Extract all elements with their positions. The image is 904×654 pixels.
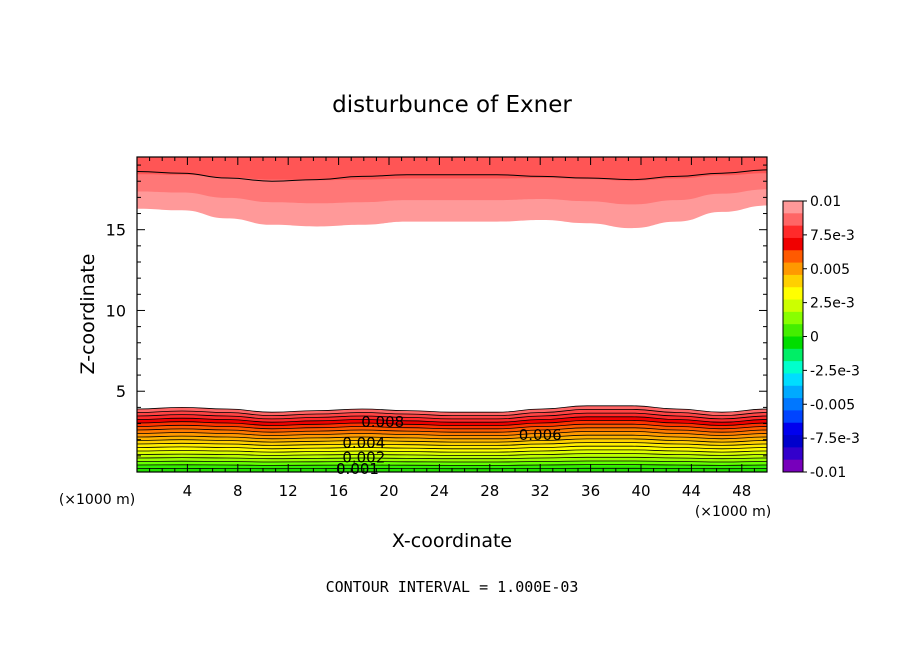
colorbar-swatch [783, 287, 803, 301]
x-tick-label: 36 [581, 482, 600, 500]
contour-label: 0.008 [361, 413, 404, 431]
colorbar-tick-label: 0 [810, 330, 819, 346]
upper-layer-fill [137, 157, 767, 229]
colorbar-tick-label: -2.5e-3 [810, 363, 860, 379]
chart-title: disturbunce of Exner [332, 92, 572, 118]
lower-contour-3 [136, 416, 768, 423]
colorbar-swatch [783, 299, 803, 313]
colorbar-swatch [783, 262, 803, 276]
colorbar-swatch [783, 250, 803, 264]
contour-label: 0.002 [342, 448, 385, 466]
x-tick-label: 48 [732, 482, 751, 500]
colorbar-swatch [783, 385, 803, 399]
colorbar-tick-label: 0.005 [810, 262, 850, 278]
x-tick-labels: 4 8 12 16 20 24 28 32 36 40 44 48 [183, 482, 752, 500]
lower-contour-15 [136, 460, 768, 463]
y-tick-label: 5 [116, 382, 126, 401]
y-tick-label: 15 [106, 221, 126, 240]
colorbar-swatch [783, 447, 803, 461]
colorbar-swatch [783, 459, 803, 473]
lower-contour-16 [136, 464, 768, 466]
lower-contour-8 [136, 434, 768, 440]
axis-ticks [137, 157, 767, 472]
x-tick-label: 4 [183, 482, 193, 500]
x-tick-label: 20 [379, 482, 398, 500]
x-tick-label: 32 [531, 482, 550, 500]
x-axis-label: X-coordinate [392, 530, 512, 552]
colorbar-swatch [783, 373, 803, 387]
upper-contour [136, 169, 768, 182]
lower-contour-9 [136, 438, 768, 443]
x-unit-left: (×1000 m) [59, 492, 135, 508]
colorbar-swatch [783, 213, 803, 227]
colorbar-tick-label: 7.5e-3 [810, 228, 855, 244]
x-tick-label: 12 [279, 482, 298, 500]
colorbar-tick-label: 0.01 [810, 194, 841, 210]
colorbar-swatch [783, 348, 803, 362]
colorbar-tick-label: -0.005 [810, 397, 855, 413]
lower-contour-7 [136, 431, 768, 436]
lower-contour-4 [136, 420, 768, 426]
lower-contour-14 [136, 456, 768, 460]
lower-contour-1 [136, 408, 768, 417]
y-tick-labels: 5 10 15 [106, 221, 126, 402]
colorbar-swatch [783, 336, 803, 350]
lower-contour-12 [136, 449, 768, 453]
colorbar-swatch [783, 422, 803, 436]
colorbar-swatch [783, 237, 803, 251]
lower-contour-10 [136, 442, 768, 446]
colorbar-swatch [783, 361, 803, 374]
lower-contour-2 [136, 412, 768, 420]
colorbar-tick-label: 2.5e-3 [810, 296, 855, 312]
colorbar-swatch [783, 274, 803, 288]
colorbar-swatch [783, 225, 803, 239]
colorbar-swatch [783, 201, 803, 214]
x-tick-label: 24 [430, 482, 449, 500]
lower-contour-13 [136, 453, 768, 456]
contour-lines [136, 169, 768, 470]
contour-label: 0.001 [336, 460, 379, 478]
contour-interval-note: CONTOUR INTERVAL = 1.000E-03 [326, 578, 579, 596]
x-tick-label: 8 [233, 482, 243, 500]
lower-contour-6 [136, 427, 768, 433]
colorbar-tick-label: -7.5e-3 [810, 431, 860, 447]
contour-label: 0.006 [519, 426, 562, 444]
x-tick-label: 28 [480, 482, 499, 500]
lower-contour-11 [136, 445, 768, 450]
colorbar-tick-label: -0.01 [810, 465, 846, 481]
x-tick-label: 44 [682, 482, 701, 500]
colorbar-swatch [783, 324, 803, 337]
x-tick-label: 16 [329, 482, 348, 500]
colorbar-swatch [783, 398, 803, 411]
x-tick-label: 40 [631, 482, 650, 500]
colorbar-swatch [783, 311, 803, 325]
lower-contour-5 [136, 423, 768, 430]
y-tick-label: 10 [106, 301, 126, 320]
lower-contour-top [136, 405, 768, 413]
colorbar: 0.01 7.5e-3 0.005 2.5e-3 0 -2.5e-3 -0.005 -7.5e… [782, 194, 860, 481]
x-unit-right: (×1000 m) [695, 504, 771, 520]
colorbar-swatch [783, 410, 803, 424]
colorbar-swatch [783, 435, 803, 448]
contour-label: 0.004 [342, 434, 385, 452]
upper-band-2 [137, 157, 767, 181]
y-axis-label: Z-coordinate [77, 254, 99, 375]
